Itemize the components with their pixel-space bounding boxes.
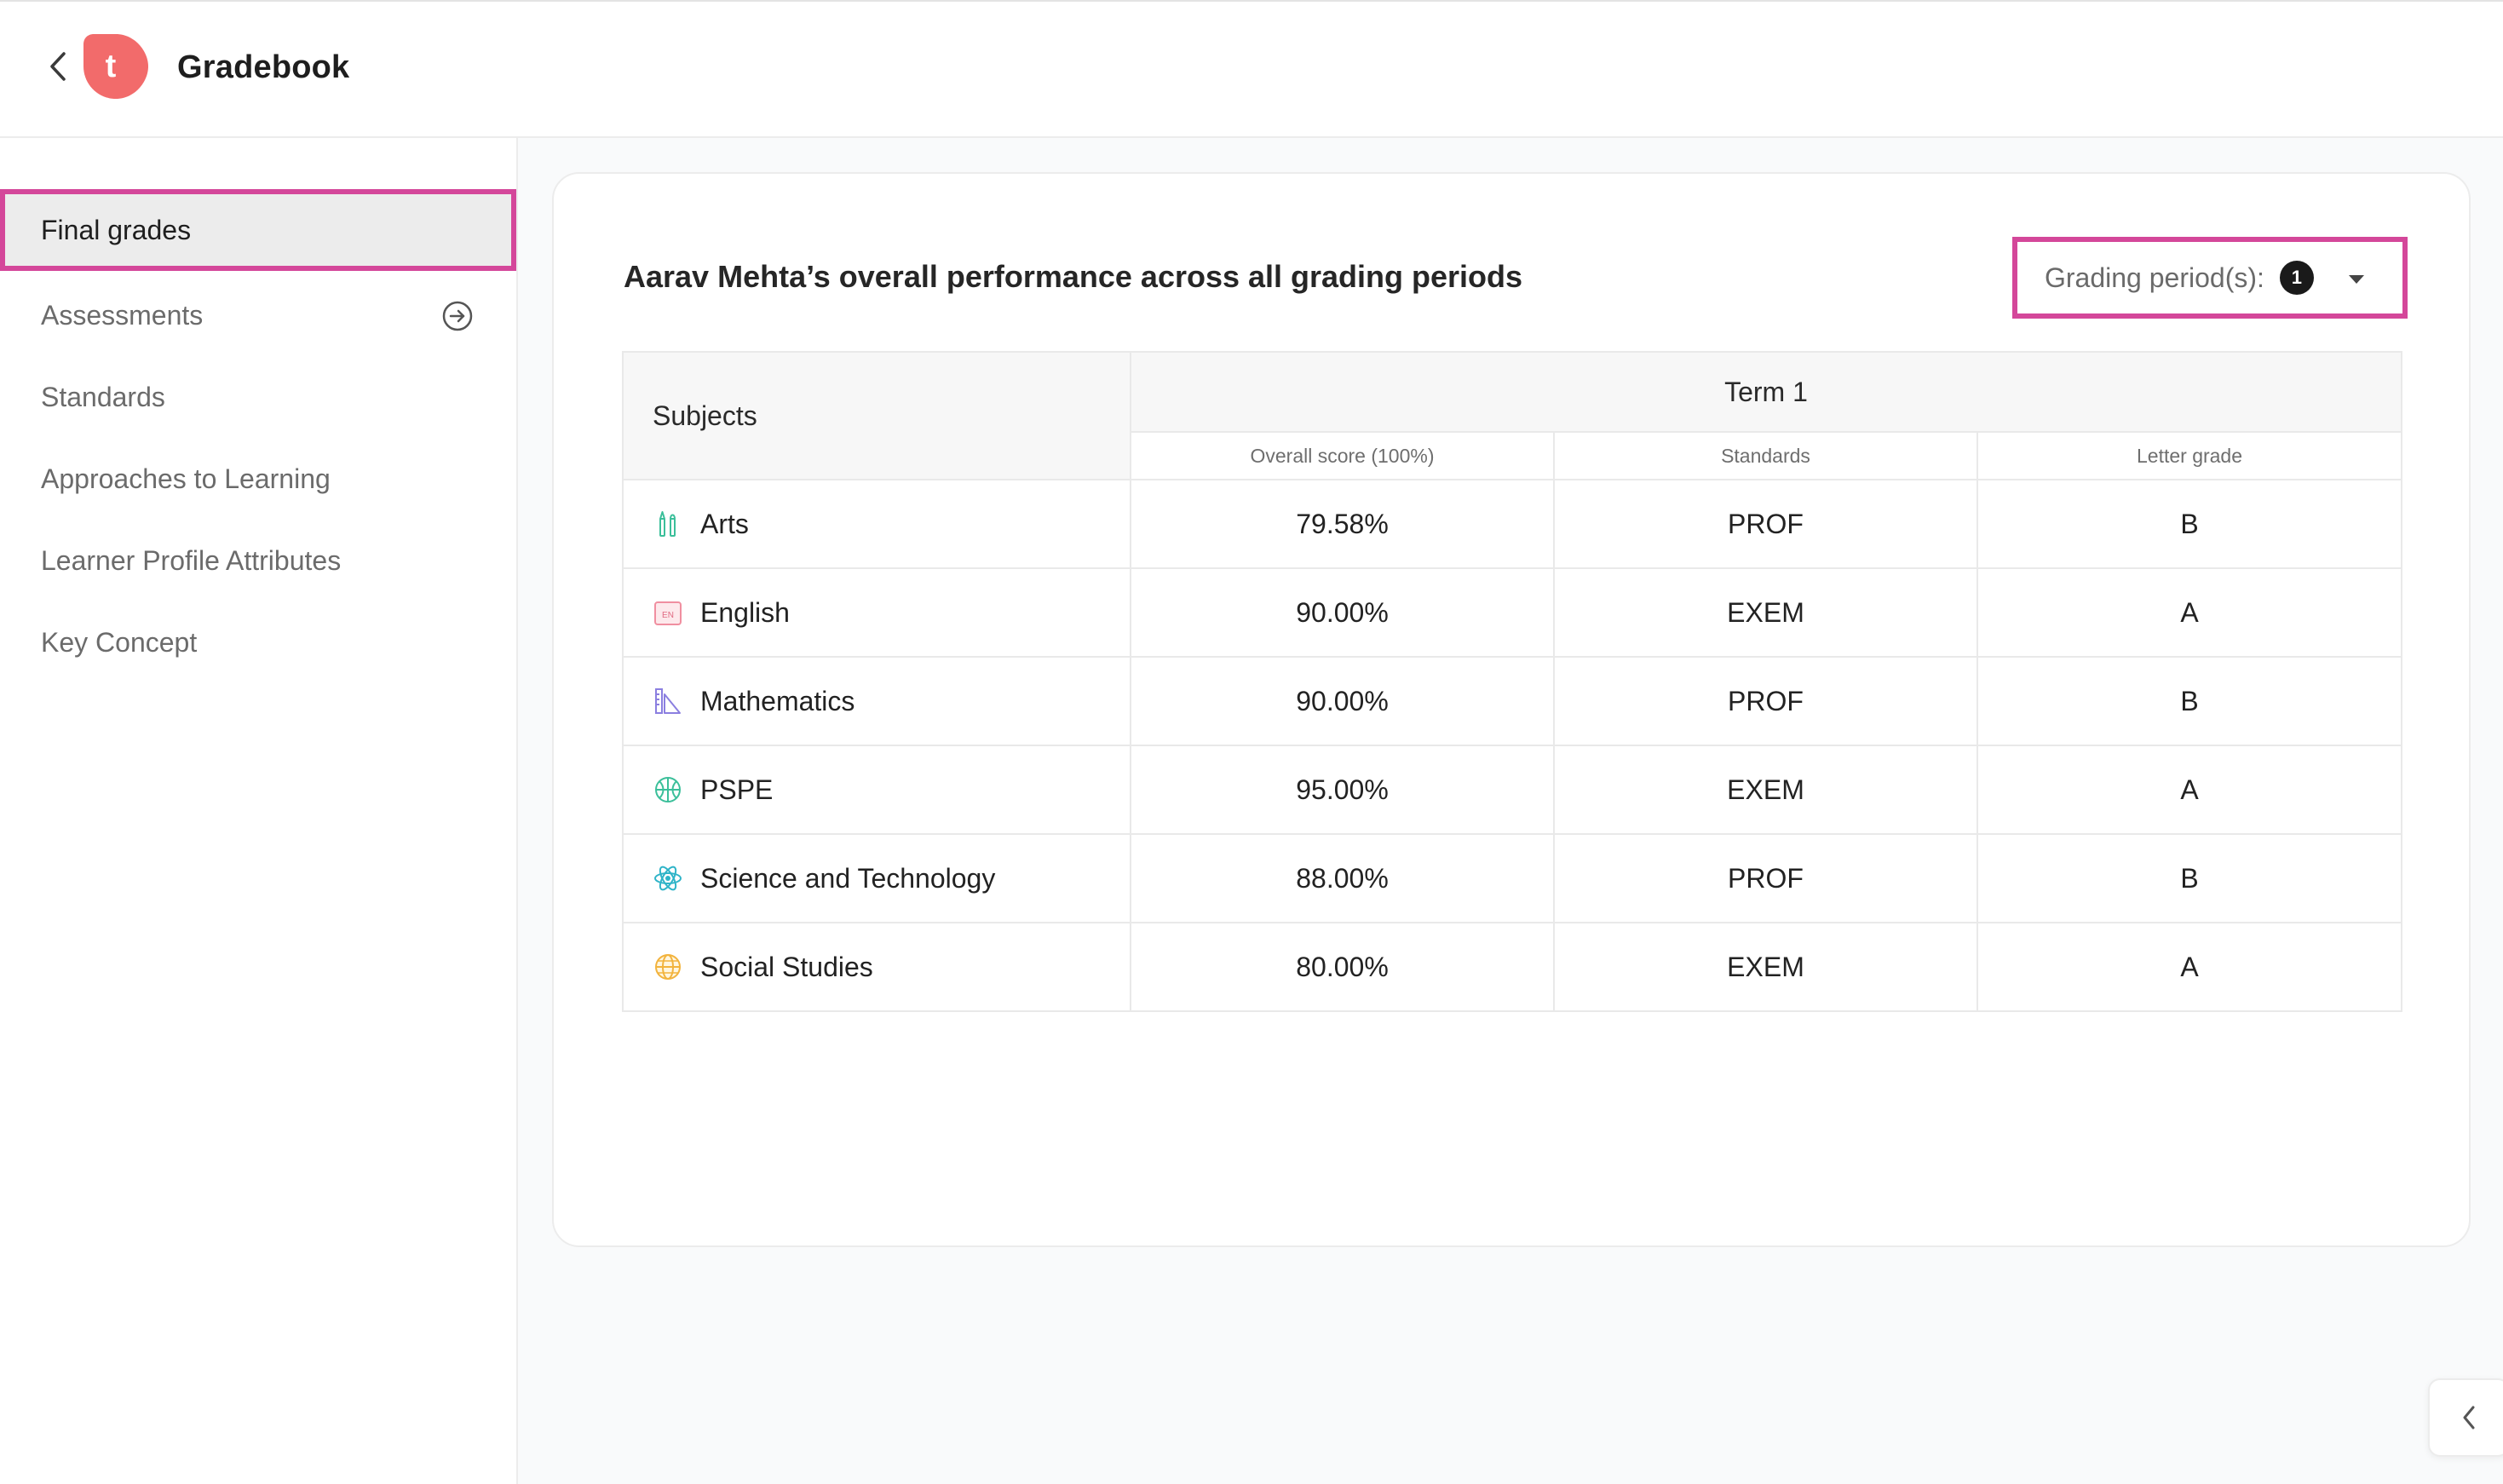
- table-row: EN English 90.00% EXEM A: [622, 567, 2402, 658]
- sidebar-item-assessments[interactable]: Assessments: [0, 274, 516, 356]
- letter-grade-cell: A: [1977, 922, 2402, 1012]
- letter-grade-cell: B: [1977, 833, 2402, 923]
- top-header: t Gradebook: [0, 0, 2503, 138]
- caret-down-icon: [2349, 275, 2364, 284]
- arrow-circle-right-icon[interactable]: [441, 300, 474, 332]
- sidebar-item-label: Assessments: [41, 299, 204, 331]
- page-title: Gradebook: [177, 49, 350, 85]
- table-row: Mathematics 90.00% PROF B: [622, 656, 2402, 746]
- overall-score-cell: 88.00%: [1130, 833, 1555, 923]
- overall-score-cell: 80.00%: [1130, 922, 1555, 1012]
- globe-icon: [655, 954, 681, 980]
- sidebar-item-label: Approaches to Learning: [41, 463, 331, 494]
- subject-cell: PSPE: [622, 745, 1131, 835]
- table-row: Science and Technology 88.00% PROF B: [622, 833, 2402, 923]
- grading-period-dropdown[interactable]: Grading period(s): 1: [2012, 237, 2408, 319]
- sidebar-item-label: Standards: [41, 381, 165, 412]
- standards-column-header: Standards: [1553, 431, 1978, 480]
- letter-grade-cell: B: [1977, 479, 2402, 569]
- grading-period-label: Grading period(s):: [2045, 262, 2264, 293]
- subjects-column-header: Subjects: [622, 351, 1131, 480]
- subject-cell: Social Studies: [622, 922, 1131, 1012]
- subject-name: English: [700, 596, 790, 628]
- overall-score-cell: 95.00%: [1130, 745, 1555, 835]
- subject-name: PSPE: [700, 774, 774, 805]
- svg-text:EN: EN: [662, 611, 674, 620]
- grades-table: Subjects Term 1 Overall score (100%) Sta…: [622, 351, 2402, 1012]
- term-column-header: Term 1: [1130, 351, 2402, 433]
- subject-cell: EN English: [622, 567, 1131, 658]
- standards-cell: EXEM: [1553, 745, 1978, 835]
- grading-period-count-badge: 1: [2279, 261, 2314, 295]
- letter-grade-cell: B: [1977, 656, 2402, 746]
- sidebar-item-label: Learner Profile Attributes: [41, 544, 342, 576]
- letter-grade-cell: A: [1977, 745, 2402, 835]
- subject-name: Arts: [700, 508, 749, 539]
- subject-cell: Mathematics: [622, 656, 1131, 746]
- arts-icon: [659, 511, 676, 537]
- standards-cell: PROF: [1553, 833, 1978, 923]
- sidebar-item-label: Key Concept: [41, 626, 198, 658]
- standards-cell: PROF: [1553, 479, 1978, 569]
- chevron-left-icon: [50, 52, 66, 81]
- atom-icon: [654, 866, 682, 891]
- table-row: PSPE 95.00% EXEM A: [622, 745, 2402, 835]
- performance-card: Aarav Mehta’s overall performance across…: [552, 172, 2471, 1247]
- subject-name: Mathematics: [700, 685, 855, 716]
- standards-cell: EXEM: [1553, 922, 1978, 1012]
- standards-cell: EXEM: [1553, 567, 1978, 658]
- table-row: Arts 79.58% PROF B: [622, 479, 2402, 569]
- collapse-panel-button[interactable]: [2428, 1378, 2503, 1457]
- overall-score-cell: 90.00%: [1130, 567, 1555, 658]
- overall-score-cell: 79.58%: [1130, 479, 1555, 569]
- overall-score-cell: 90.00%: [1130, 656, 1555, 746]
- sidebar-item-standards[interactable]: Standards: [0, 356, 516, 438]
- sidebar-item-approaches-to-learning[interactable]: Approaches to Learning: [0, 438, 516, 520]
- overall-score-column-header: Overall score (100%): [1130, 431, 1555, 480]
- sidebar-item-final-grades[interactable]: Final grades: [0, 189, 516, 271]
- sidebar-item-label: Final grades: [41, 214, 192, 245]
- chevron-left-icon: [2463, 1406, 2475, 1429]
- card-title: Aarav Mehta’s overall performance across…: [624, 259, 1523, 294]
- standards-cell: PROF: [1553, 656, 1978, 746]
- app-logo: t: [82, 32, 150, 101]
- table-row: Social Studies 80.00% EXEM A: [622, 922, 2402, 1012]
- subject-cell: Arts: [622, 479, 1131, 569]
- subject-name: Science and Technology: [700, 862, 996, 894]
- subject-cell: Science and Technology: [622, 833, 1131, 923]
- english-icon: EN: [654, 601, 682, 625]
- sidebar-item-key-concept[interactable]: Key Concept: [0, 601, 516, 683]
- letter-grade-cell: A: [1977, 567, 2402, 658]
- sidebar: Final grades Assessments Standards Appro…: [0, 138, 518, 1484]
- sidebar-item-learner-profile-attributes[interactable]: Learner Profile Attributes: [0, 520, 516, 601]
- ball-icon: [655, 777, 681, 802]
- logo-letter: t: [106, 49, 117, 84]
- mathematics-icon: [655, 688, 681, 714]
- subject-name: Social Studies: [700, 951, 873, 982]
- letter-grade-column-header: Letter grade: [1977, 431, 2402, 480]
- back-button[interactable]: [41, 46, 75, 87]
